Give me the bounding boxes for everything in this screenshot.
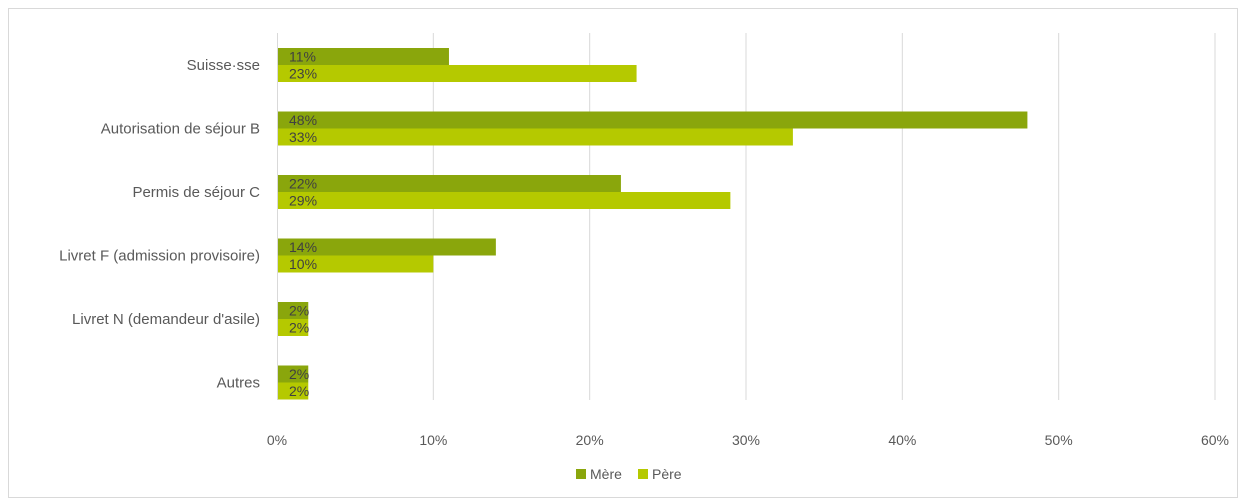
bar-pere: [278, 192, 731, 209]
bar-pere: [278, 382, 309, 400]
bar-pere: [278, 255, 434, 273]
bar-pere: [278, 319, 309, 336]
bar-mere: [278, 111, 1028, 129]
bar-value-label: 22%: [289, 176, 317, 192]
labels: 0% 10% 20% 30% 40% 50% 60% Suisse·sse Autorisati…: [59, 49, 1229, 449]
bar-mere: [278, 302, 309, 319]
category-label: Autorisation de séjour B: [101, 121, 260, 138]
bar-value-label: 23%: [289, 66, 317, 82]
bar-value-label: 48%: [289, 112, 317, 128]
category-label: Livret F (admission provisoire): [59, 248, 260, 265]
bar-value-label: 2%: [289, 383, 309, 399]
x-tick-label: 10%: [419, 432, 447, 448]
bar-value-label: 29%: [289, 193, 317, 209]
x-tick-label: 20%: [576, 432, 604, 448]
bar-value-label: 10%: [289, 256, 317, 272]
bar-pere: [278, 65, 637, 82]
x-tick-label: 50%: [1045, 432, 1073, 448]
category-label: Livret N (demandeur d'asile): [72, 311, 260, 328]
x-tick-label: 40%: [888, 432, 916, 448]
bar-value-label: 2%: [289, 320, 309, 336]
legend-swatch: [638, 469, 648, 479]
bars: [278, 48, 1028, 400]
x-tick-label: 30%: [732, 432, 760, 448]
x-tick-label: 0%: [267, 432, 287, 448]
chart-frame: [8, 8, 1238, 498]
bar-mere: [278, 175, 621, 192]
bar-mere: [278, 238, 496, 256]
legend-label: Mère: [590, 466, 622, 482]
bar-pere: [278, 128, 793, 146]
bar-value-label: 14%: [289, 239, 317, 255]
bar-value-label: 2%: [289, 366, 309, 382]
category-label: Suisse·sse: [187, 57, 260, 74]
legend-label: Père: [652, 466, 682, 482]
legend-swatch: [576, 469, 586, 479]
x-tick-label: 60%: [1201, 432, 1229, 448]
category-label: Autres: [217, 375, 260, 392]
legend: Mère Père: [576, 466, 682, 482]
bar-mere: [278, 365, 309, 383]
gridlines: [277, 33, 1216, 400]
bar-mere: [278, 48, 449, 65]
bar-value-label: 2%: [289, 303, 309, 319]
bar-value-label: 11%: [289, 49, 316, 65]
category-label: Permis de séjour C: [132, 184, 260, 201]
bar-value-label: 33%: [289, 129, 317, 145]
